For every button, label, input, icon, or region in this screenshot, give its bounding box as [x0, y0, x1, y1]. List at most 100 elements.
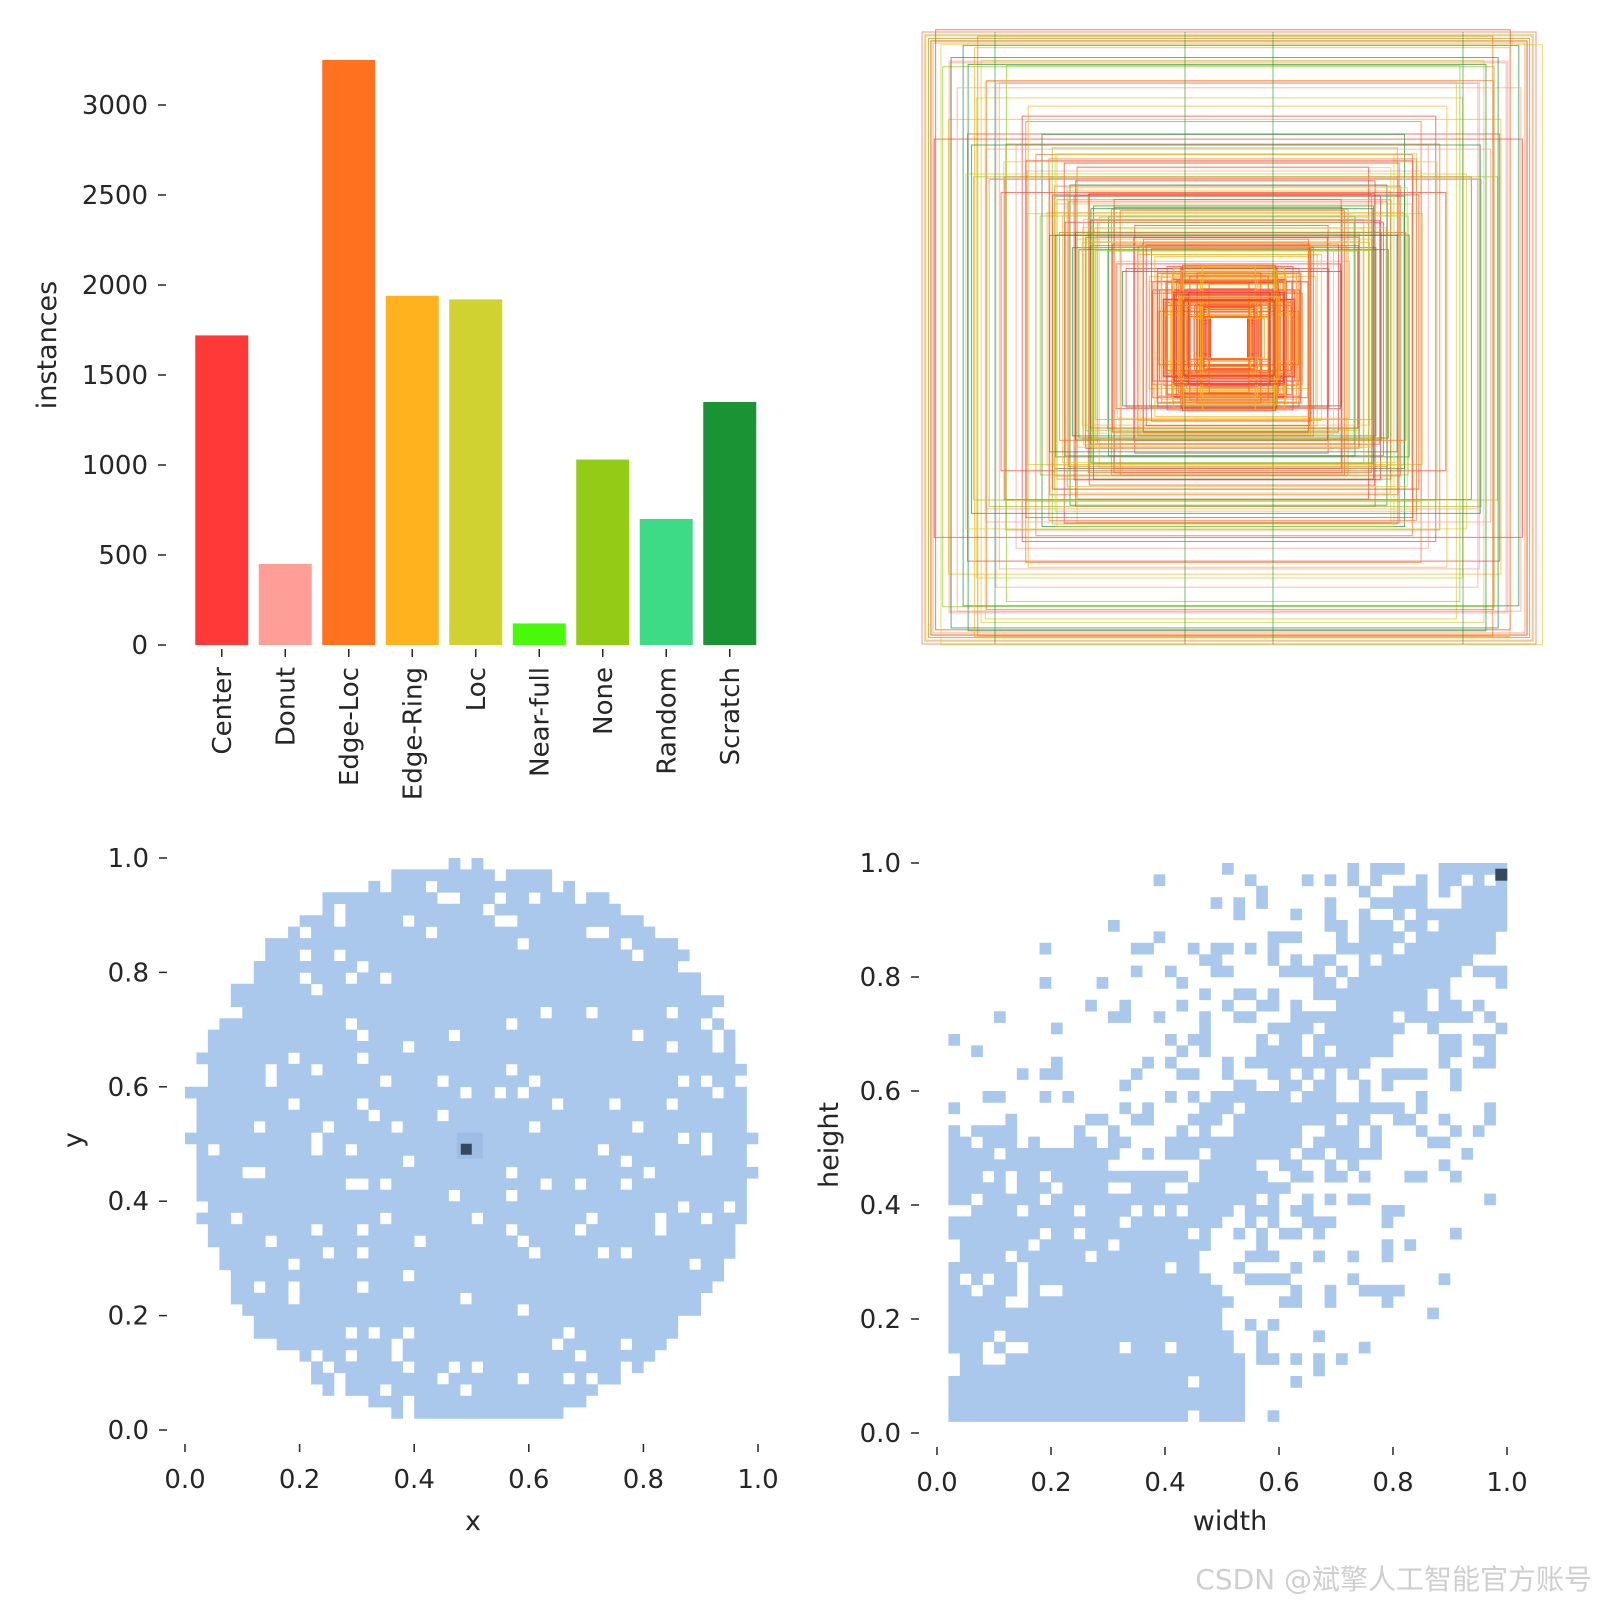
bounding-box	[1025, 160, 1414, 519]
xy-y-axis-title: y	[58, 1132, 89, 1148]
wh-y-axis-title: height	[814, 1102, 845, 1188]
bar-x-tick-label: Edge-Loc	[335, 667, 365, 786]
bar-x-tick-label: Random	[652, 667, 682, 775]
bar-random	[639, 519, 693, 645]
xy-x-tick-label: 0.8	[623, 1465, 664, 1495]
wh-x-tick-label: 1.0	[1486, 1468, 1527, 1498]
bounding-box	[985, 148, 1492, 523]
bounding-box	[1005, 143, 1441, 531]
bounding-box	[1116, 260, 1350, 419]
bar-y-tick-label: 0	[131, 631, 148, 661]
bounding-box	[1180, 270, 1278, 406]
bar-x-tick-label: Center	[208, 667, 238, 755]
xy-x-tick-label: 0.4	[394, 1465, 435, 1495]
bar-y-axis: 0 500 1000 1500 2000 2500 3000	[82, 91, 166, 661]
bar-edge-loc	[322, 60, 376, 645]
bounding-box	[973, 176, 1498, 501]
bar-y-tick-label: 500	[98, 541, 148, 571]
bounding-box	[933, 138, 1523, 538]
bar-scratch	[703, 402, 757, 645]
bounding-box	[1183, 299, 1275, 377]
bounding-box	[1092, 218, 1365, 464]
bounding-box	[1093, 228, 1364, 449]
wh-x-tick-label: 0.0	[916, 1468, 957, 1498]
xy-heatmap-cells	[185, 858, 759, 1419]
wh-density-cells	[948, 863, 1508, 1422]
wh-heatmap-cells	[948, 863, 1508, 1422]
xy-x-tick-label: 0.2	[279, 1465, 320, 1495]
bar-x-axis: Center Donut Edge-Loc Edge-Ring Loc Near-full…	[208, 649, 746, 800]
bounding-box	[1196, 272, 1262, 404]
bounding-box	[1111, 243, 1339, 433]
bar-donut	[258, 564, 312, 645]
bounding-box	[998, 82, 1480, 570]
bar-y-axis-title: instances	[32, 281, 63, 409]
bounding-box	[1021, 115, 1437, 542]
bar-y-tick-label: 1500	[82, 361, 148, 391]
bounding-box	[1169, 301, 1289, 375]
bounding-box	[971, 144, 1481, 514]
bounding-box	[1081, 242, 1370, 426]
bounding-box	[921, 31, 1537, 645]
wh-y-tick-label: 0.8	[860, 963, 901, 993]
bar-none	[576, 459, 630, 645]
bounding-box	[1095, 249, 1373, 421]
bar-x-tick-label: Edge-Ring	[398, 667, 428, 800]
xy-axes: 0.0 0.2 0.4 0.6 0.8 1.0 0.0 0.2 0.4 0.6 0.8 1.0	[108, 844, 779, 1495]
bar-x-tick-label: Near-full	[525, 667, 555, 777]
bounding-box	[1003, 161, 1438, 502]
wh-y-tick-label: 0.0	[860, 1419, 901, 1449]
bounding-box	[1027, 105, 1448, 568]
bounding-box	[1005, 64, 1461, 602]
center-gap	[1211, 318, 1247, 358]
bounding-box	[940, 44, 1543, 646]
bounding-box	[1046, 212, 1405, 466]
bounding-box	[1073, 195, 1381, 481]
bounding-box	[967, 63, 1487, 632]
bounding-box	[1162, 298, 1296, 378]
bounding-box	[1063, 162, 1400, 524]
bounding-box	[984, 81, 1457, 620]
wh-axes: 0.0 0.2 0.4 0.6 0.8 1.0 0.0 0.2 0.4 0.6 0.8 1.0	[860, 849, 1528, 1498]
bounding-box	[1096, 222, 1355, 445]
xy-y-tick-label: 0.4	[108, 1187, 149, 1217]
bounding-box	[1139, 247, 1311, 436]
bounding-box	[1061, 215, 1401, 463]
xy-x-tick-label: 0.6	[508, 1465, 549, 1495]
bar-y-tick-label: 1000	[82, 451, 148, 481]
bounding-box	[980, 59, 1485, 623]
wh-peak-cell	[1495, 868, 1508, 881]
wh-y-tick-label: 0.2	[860, 1305, 901, 1335]
xy-y-tick-label: 0.2	[108, 1302, 149, 1332]
bounding-box	[928, 38, 1530, 638]
wh-x-axis-title: width	[1193, 1506, 1267, 1537]
xy-y-tick-label: 1.0	[108, 844, 149, 874]
xy-y-tick-label: 0.6	[108, 1073, 149, 1103]
bounding-box	[1085, 233, 1361, 432]
bar-x-tick-label: None	[589, 667, 619, 735]
bar-x-tick-label: Donut	[271, 667, 301, 746]
bounding-box	[1189, 275, 1269, 401]
bounding-box	[1203, 306, 1255, 370]
bounding-box	[1066, 187, 1408, 487]
xy-x-tick-label: 0.0	[164, 1465, 205, 1495]
wh-x-tick-label: 0.8	[1372, 1468, 1413, 1498]
bounding-box	[973, 47, 1511, 637]
bounding-box	[1068, 201, 1388, 468]
watermark: CSDN @斌擎人工智能官方账号	[1195, 1563, 1592, 1596]
wh-y-tick-label: 1.0	[860, 849, 901, 879]
bounding-box	[1142, 238, 1310, 434]
bounding-box	[1052, 194, 1420, 490]
bar-near-full	[512, 623, 566, 645]
xy-peak-cell	[460, 1143, 472, 1155]
bounding-box	[948, 60, 1509, 614]
xy-y-tick-label: 0.0	[108, 1416, 149, 1446]
bounding-box	[965, 173, 1468, 530]
bounding-box	[1165, 280, 1293, 396]
bounding-box	[1082, 227, 1387, 440]
bounding-box	[930, 40, 1528, 636]
bounding-box	[1049, 234, 1398, 453]
bounding-box	[956, 87, 1522, 612]
bar-y-tick-label: 2500	[82, 181, 148, 211]
